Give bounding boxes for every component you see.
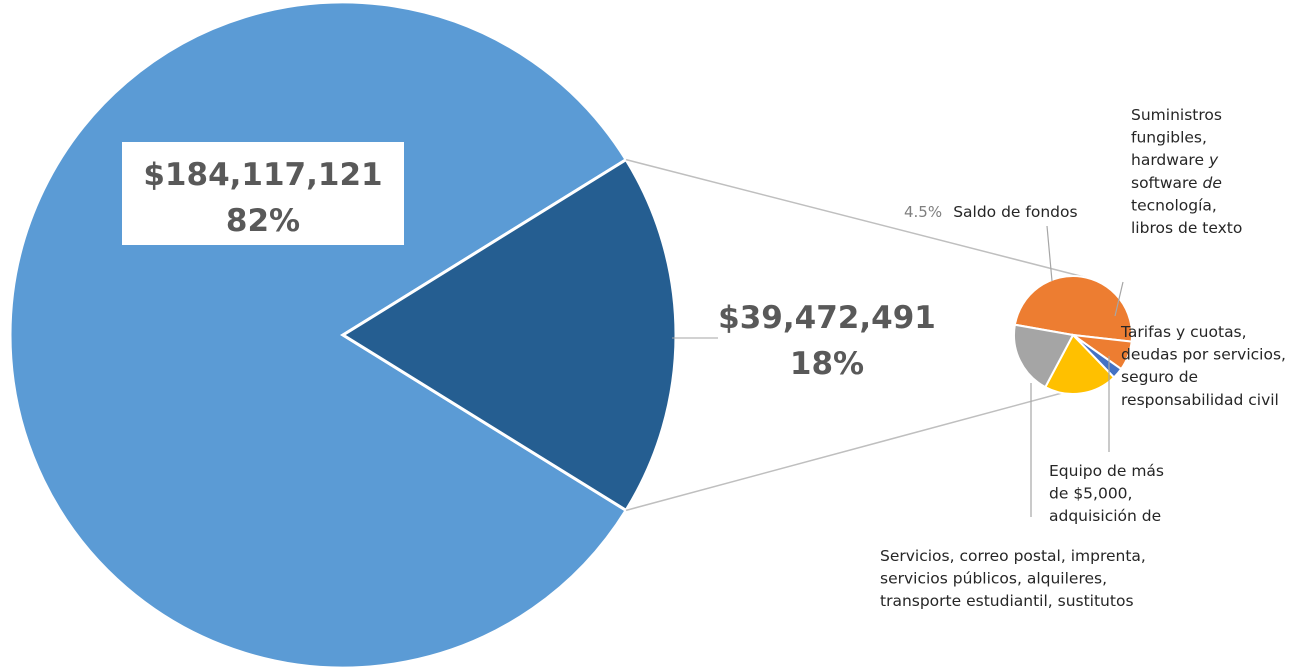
main-slice-percent-label: 82% xyxy=(226,203,300,239)
breakdown-slice-suministros xyxy=(1043,333,1116,395)
breakdown-slice-servicios xyxy=(1013,275,1133,343)
equipo-slice-label: Equipo de más de $5,000, adquisición de xyxy=(1049,462,1164,525)
secondary-slice-percent-label: 18% xyxy=(790,346,864,382)
saldo-slice-label: 4.5% Saldo de fondos xyxy=(904,202,1078,221)
leader-suministros xyxy=(1114,281,1124,317)
saldo-slice-name: Saldo de fondos xyxy=(953,203,1077,221)
tarifas-slice-label: Tarifas y cuotas, deudas por servicios, se… xyxy=(1120,323,1286,409)
leader-lines xyxy=(1030,225,1124,517)
main-slice-value-label: $184,117,121 xyxy=(143,157,382,193)
main-pie-slice-secondary xyxy=(340,157,678,513)
leader-saldo xyxy=(1046,225,1053,282)
servicios-slice-label: Servicios, correo postal, imprenta, servi… xyxy=(880,547,1146,610)
main-pie xyxy=(8,0,678,668)
breakdown-slice-saldo xyxy=(1013,323,1075,389)
connector-lines xyxy=(625,158,1089,512)
secondary-slice-value-label: $39,472,491 xyxy=(718,300,936,336)
connector-line-bottom xyxy=(625,392,1063,512)
main-slice-label-box xyxy=(122,142,404,245)
saldo-slice-value: 4.5% xyxy=(904,203,942,221)
breakdown-pie xyxy=(1013,275,1133,395)
connector-line-top xyxy=(625,158,1089,279)
suministros-slice-label: Suministros fungibles, hardware y software … xyxy=(1131,106,1242,237)
